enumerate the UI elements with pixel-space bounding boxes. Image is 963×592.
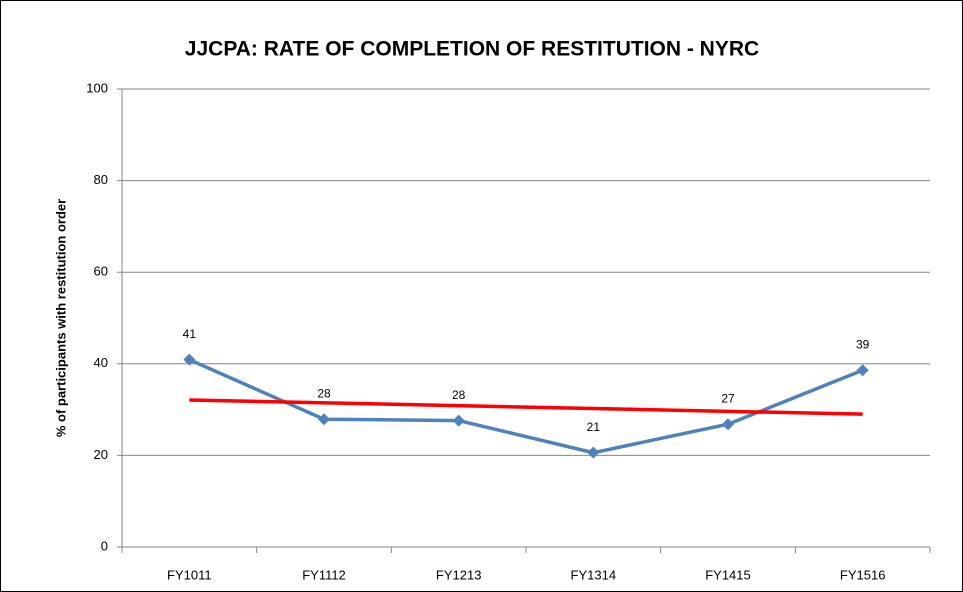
x-tick-label: FY1516 [840,567,886,582]
y-tick-label: 100 [86,80,108,95]
x-tick-label: FY1213 [436,567,482,582]
data-label: 28 [452,388,466,402]
y-axis-label: % of participants with restitution order [53,199,68,437]
y-tick-label: 0 [101,538,108,553]
point-marker [318,413,330,426]
series-line [188,358,864,455]
y-tick-label: 20 [94,447,108,462]
data-label: 21 [587,420,601,434]
data-label: 28 [317,386,331,400]
point-marker [183,353,196,366]
point-marker [452,414,465,427]
data-label: 41 [183,327,197,341]
data-label: 39 [856,337,870,351]
x-tick-label: FY1314 [571,567,617,582]
data-label: 27 [721,391,735,405]
chart-title: JJCPA: RATE OF COMPLETION OF RESTITUTION… [185,38,759,61]
x-tick-label: FY1011 [167,567,212,582]
x-tick-label: FY1415 [705,567,751,582]
y-tick-label: 40 [94,355,108,370]
trend-line [189,398,863,416]
point-marker [856,364,869,377]
y-tick-label: 80 [94,172,108,187]
y-tick-label: 60 [94,264,108,279]
x-tick-label: FY1112 [302,567,346,582]
point-marker [587,446,600,459]
point-marker [722,418,734,431]
